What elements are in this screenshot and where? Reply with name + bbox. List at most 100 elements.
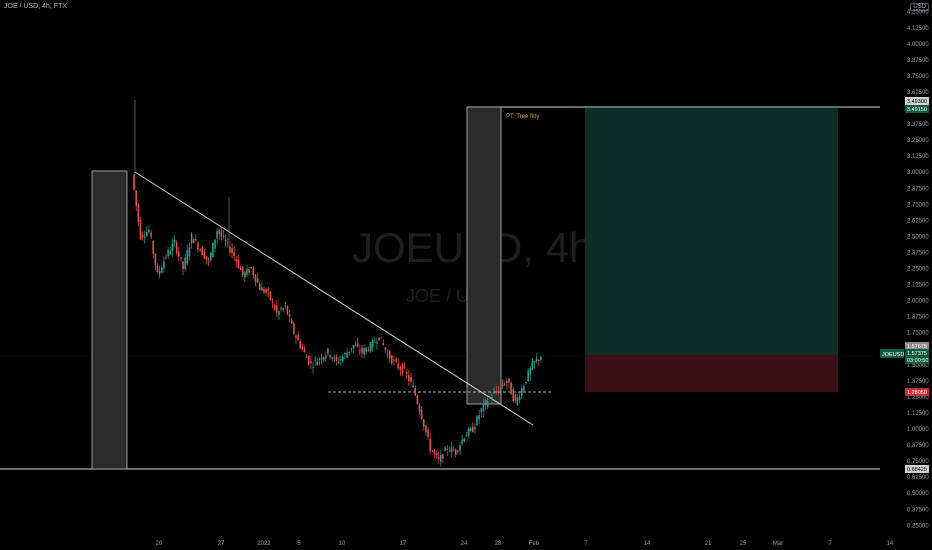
candle-body bbox=[318, 358, 321, 360]
candle-body bbox=[214, 239, 216, 249]
candle-body bbox=[133, 174, 135, 190]
y-tick-label: 1.00000 bbox=[907, 427, 929, 433]
candle-body bbox=[520, 388, 523, 396]
candle-body bbox=[244, 272, 246, 278]
candle-body bbox=[171, 243, 174, 252]
candle-body bbox=[261, 287, 263, 291]
y-tick-label: 1.37500 bbox=[907, 379, 929, 385]
candle-body bbox=[529, 367, 532, 375]
candle-body bbox=[286, 306, 289, 315]
candle-body bbox=[429, 439, 431, 451]
candle-body bbox=[203, 251, 206, 259]
candle-body bbox=[352, 345, 355, 349]
profit-zone[interactable] bbox=[585, 108, 838, 355]
candle-body bbox=[165, 256, 167, 258]
y-tick-label: 3.62500 bbox=[907, 90, 929, 96]
candle-body bbox=[139, 219, 142, 240]
candle-body bbox=[180, 257, 182, 259]
candle-body bbox=[525, 381, 527, 384]
candle-body bbox=[361, 347, 363, 353]
svg-text:1.28050: 1.28050 bbox=[907, 390, 927, 396]
candle-body bbox=[339, 358, 342, 360]
chart-title: JOE / USD, 4h, FTX bbox=[4, 3, 68, 10]
price-label-target: 3.49300 3.49150 bbox=[905, 97, 929, 113]
candle-body bbox=[380, 337, 382, 339]
candle-body bbox=[212, 243, 214, 258]
candle-body bbox=[331, 357, 333, 359]
y-tick-label: 2.00000 bbox=[907, 299, 929, 305]
candle-body bbox=[227, 242, 229, 244]
candle-body bbox=[408, 374, 410, 382]
candle-body bbox=[284, 305, 287, 307]
y-tick-label: 0.87500 bbox=[907, 443, 929, 449]
price-label-current: JOEUSD 1.57375 03:00:50 bbox=[880, 349, 929, 364]
y-tick-label: 2.87500 bbox=[907, 186, 929, 192]
svg-text:3.49150: 3.49150 bbox=[907, 107, 927, 113]
candle-body bbox=[508, 378, 510, 383]
candle-body bbox=[201, 247, 203, 256]
candle-body bbox=[209, 252, 212, 261]
candle-body bbox=[446, 449, 448, 451]
candle-body bbox=[388, 351, 391, 359]
candle-body bbox=[516, 397, 519, 405]
x-tick-label: 28 bbox=[495, 541, 502, 547]
candle-body bbox=[369, 341, 372, 351]
candle-body bbox=[410, 376, 412, 382]
candle-body bbox=[312, 367, 314, 368]
x-tick-label: 7 bbox=[584, 541, 588, 547]
candle-body bbox=[484, 400, 487, 406]
y-tick-label: 2.75000 bbox=[907, 202, 929, 208]
candle-body bbox=[256, 278, 259, 283]
y-tick-label: 0.50000 bbox=[907, 491, 929, 497]
candle-body bbox=[452, 450, 455, 452]
candle-body bbox=[478, 415, 480, 420]
candle-body bbox=[461, 439, 463, 444]
candle-body bbox=[418, 404, 421, 412]
candle-body bbox=[148, 229, 150, 233]
candle-body bbox=[423, 419, 425, 427]
x-tick-label: 7 bbox=[828, 541, 832, 547]
candle-body bbox=[371, 339, 374, 348]
time-axis[interactable]: 20 27 2022 5 10 17 24 28 Feb 7 14 21 25 Mar 7 14 bbox=[156, 541, 894, 547]
price-label-stop: 1.28050 bbox=[905, 388, 929, 396]
candle-body bbox=[518, 397, 521, 401]
candle-body bbox=[425, 425, 427, 433]
candle-body bbox=[382, 343, 385, 346]
candle-body bbox=[239, 267, 242, 270]
candle-body bbox=[207, 259, 210, 261]
candle-body bbox=[290, 320, 293, 324]
y-tick-label: 3.37500 bbox=[907, 122, 929, 128]
candle-body bbox=[160, 267, 163, 273]
candle-body bbox=[344, 353, 346, 355]
candle-body bbox=[150, 232, 152, 238]
candle-body bbox=[474, 427, 476, 430]
candle-body bbox=[205, 255, 208, 260]
candle-body bbox=[276, 305, 278, 313]
candle-body bbox=[531, 361, 534, 370]
candle-body bbox=[316, 361, 319, 366]
candle-body bbox=[486, 401, 489, 407]
loss-zone[interactable] bbox=[585, 355, 838, 392]
svg-text:3.49300: 3.49300 bbox=[907, 99, 927, 105]
candle-body bbox=[374, 341, 376, 343]
candle-body bbox=[444, 447, 446, 452]
candle-body bbox=[293, 323, 295, 334]
accumulation-box-left[interactable] bbox=[91, 170, 128, 470]
candle-body bbox=[499, 387, 502, 389]
price-axis[interactable]: 4.25000 4.12500 4.00000 3.87500 3.75000 3.625… bbox=[907, 10, 929, 530]
candle-body bbox=[141, 235, 144, 238]
accumulation-box-right[interactable] bbox=[466, 106, 502, 405]
currency-selector[interactable]: USD bbox=[910, 3, 929, 11]
candle-body bbox=[297, 334, 299, 341]
candle-body bbox=[329, 355, 331, 358]
candle-body bbox=[190, 233, 193, 244]
candle-body bbox=[376, 342, 378, 344]
y-tick-label: 3.87500 bbox=[907, 58, 929, 64]
candle-body bbox=[158, 270, 161, 275]
candle-body bbox=[480, 408, 483, 413]
candle-body bbox=[489, 396, 491, 398]
y-tick-label: 3.75000 bbox=[907, 74, 929, 80]
y-tick-label: 3.25000 bbox=[907, 138, 929, 144]
candle-body bbox=[282, 308, 284, 310]
